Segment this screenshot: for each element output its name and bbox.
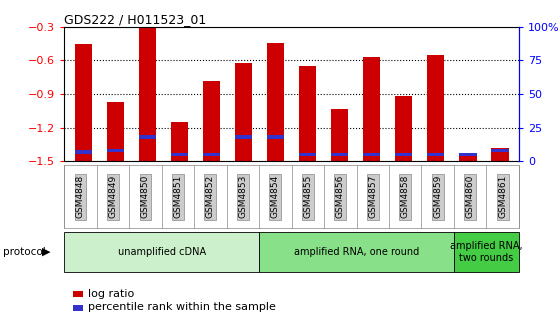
- Bar: [171, 153, 188, 157]
- Text: GSM4853: GSM4853: [238, 175, 247, 218]
- Text: GSM4855: GSM4855: [304, 175, 312, 218]
- Bar: [299, 66, 316, 161]
- Text: GSM4848: GSM4848: [76, 175, 85, 218]
- Bar: [171, 122, 188, 161]
- Text: unamplified cDNA: unamplified cDNA: [118, 247, 206, 257]
- Bar: [75, 150, 92, 154]
- Bar: [491, 149, 508, 153]
- Text: amplified RNA,
two rounds: amplified RNA, two rounds: [450, 241, 523, 263]
- Text: GSM4854: GSM4854: [271, 175, 280, 218]
- Bar: [363, 153, 381, 157]
- Text: GSM4857: GSM4857: [368, 175, 377, 218]
- Bar: [491, 148, 508, 161]
- Text: GSM4856: GSM4856: [336, 175, 345, 218]
- Text: GSM4861: GSM4861: [498, 175, 507, 218]
- Text: GSM4859: GSM4859: [433, 175, 442, 218]
- Text: GSM4850: GSM4850: [141, 175, 150, 218]
- Bar: [395, 153, 412, 157]
- Text: percentile rank within the sample: percentile rank within the sample: [88, 302, 276, 312]
- Text: protocol: protocol: [3, 247, 46, 257]
- Bar: [299, 153, 316, 157]
- Text: ▶: ▶: [42, 247, 50, 257]
- Text: log ratio: log ratio: [88, 289, 134, 299]
- Bar: [235, 135, 252, 139]
- Text: GSM4860: GSM4860: [466, 175, 475, 218]
- Bar: [363, 57, 381, 161]
- Bar: [427, 55, 445, 161]
- Bar: [331, 109, 348, 161]
- Bar: [138, 135, 156, 139]
- Text: GSM4849: GSM4849: [108, 175, 117, 218]
- Text: GSM4858: GSM4858: [401, 175, 410, 218]
- Bar: [427, 153, 445, 157]
- Bar: [459, 153, 477, 157]
- Bar: [395, 96, 412, 161]
- Bar: [331, 153, 348, 157]
- Bar: [267, 43, 285, 161]
- Text: GSM4852: GSM4852: [206, 175, 215, 218]
- Text: GDS222 / H011523_01: GDS222 / H011523_01: [64, 13, 206, 26]
- Bar: [75, 44, 92, 161]
- Bar: [235, 63, 252, 161]
- Bar: [138, 27, 156, 161]
- Text: GSM4851: GSM4851: [174, 175, 182, 218]
- Bar: [267, 135, 285, 139]
- Bar: [107, 149, 124, 153]
- Bar: [107, 102, 124, 161]
- Bar: [203, 81, 220, 161]
- Text: amplified RNA, one round: amplified RNA, one round: [294, 247, 419, 257]
- Bar: [459, 156, 477, 161]
- Bar: [203, 153, 220, 157]
